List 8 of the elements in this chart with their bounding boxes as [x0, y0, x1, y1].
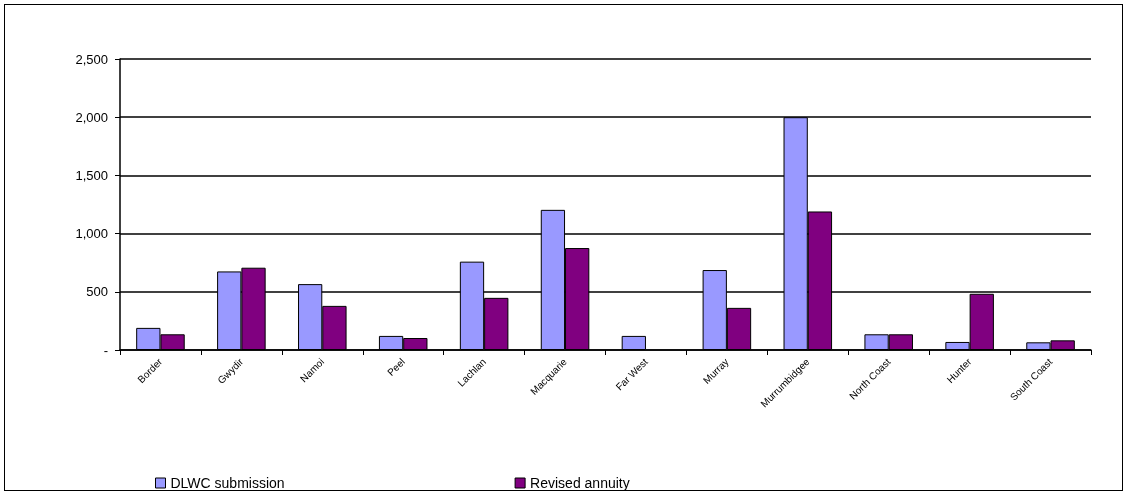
y-tick-label: -	[103, 342, 108, 358]
legend-label: DLWC submission	[170, 475, 285, 491]
y-tick-label: 2,500	[75, 51, 108, 67]
legend-label: Revised annuity	[530, 475, 630, 491]
y-tick-label: 2,000	[75, 109, 108, 125]
y-tick-label: 1,000	[75, 226, 108, 242]
y-tick-label: 1,500	[75, 167, 108, 183]
y-tick-label: 500	[86, 284, 108, 300]
